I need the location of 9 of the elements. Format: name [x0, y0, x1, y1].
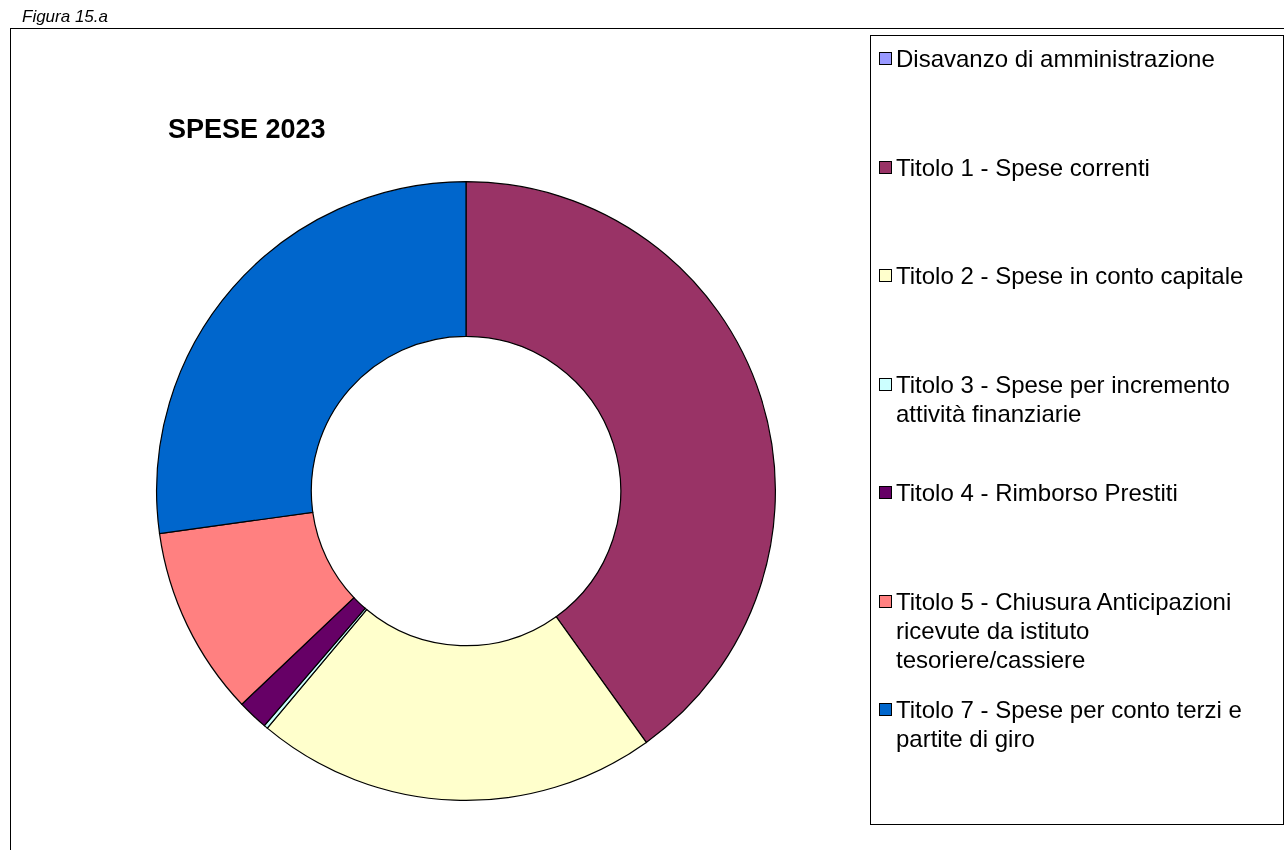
- legend-label: Titolo 2 - Spese in conto capitale: [896, 261, 1244, 291]
- legend-label: Titolo 5 - Chiusura Anticipazioni ricevute da istituto tesoriere/cassiere: [896, 586, 1233, 674]
- legend-label: Titolo 3 - Spese per incremento attività finanziarie: [896, 369, 1231, 428]
- text: Figura 15.a: [22, 7, 108, 26]
- legend-label: Titolo 1 - Spese correnti: [896, 152, 1150, 182]
- legend-label: Titolo 7 - Spese per conto terzi e partite di giro: [896, 695, 1243, 754]
- legend-label: Titolo 4 - Rimborso Prestiti: [896, 478, 1178, 508]
- text: SPESE 2023: [168, 114, 326, 145]
- legend-label: Disavanzo di amministrazione: [896, 44, 1215, 73]
